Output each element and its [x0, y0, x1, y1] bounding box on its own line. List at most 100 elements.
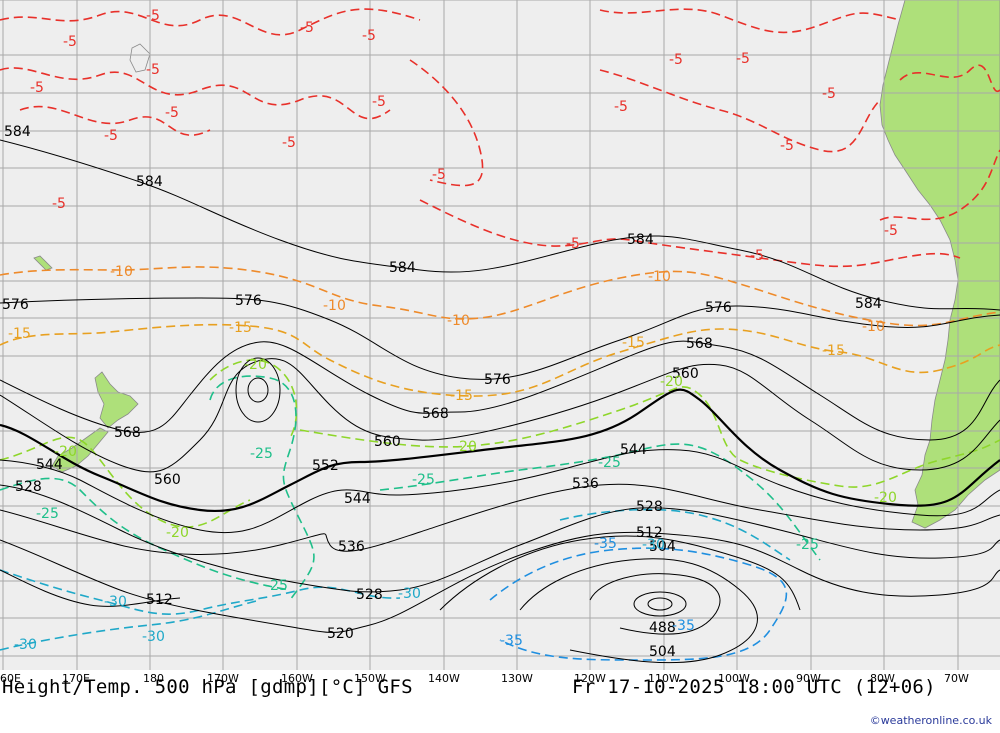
temp-label: -15	[622, 335, 645, 351]
temp-label: -20	[454, 439, 477, 455]
height-label: 584	[627, 232, 654, 248]
temp-label: -25	[598, 455, 621, 471]
temp-label: -5	[300, 20, 314, 36]
temp-label: -5	[432, 167, 446, 183]
temp-label: -5	[63, 34, 77, 50]
height-label: 584	[4, 124, 31, 140]
temp-label: -20	[874, 490, 897, 506]
temp-label: -10	[447, 313, 470, 329]
temp-label: -35	[594, 536, 617, 552]
height-label: 552	[312, 458, 339, 474]
height-label: 512	[146, 592, 173, 608]
credit-link[interactable]: ©weatheronline.co.uk	[869, 714, 992, 727]
height-label: 504	[649, 539, 676, 555]
contour-544	[0, 449, 1000, 534]
temp-minus5-contours	[0, 8, 1000, 268]
height-label: 584	[389, 260, 416, 276]
ocean-background	[0, 0, 1000, 670]
height-label: 568	[114, 425, 141, 441]
height-label: 568	[422, 406, 449, 422]
contour-504	[519, 558, 758, 664]
temp-label: -20	[166, 525, 189, 541]
longitude-label: 170E	[62, 672, 90, 685]
contour-488	[633, 591, 687, 617]
height-label: 584	[855, 296, 882, 312]
island-small	[129, 43, 151, 73]
height-label: 584	[136, 174, 163, 190]
height-label: 568	[686, 336, 713, 352]
temp-label: -5	[736, 51, 750, 67]
longitude-label: 180	[143, 672, 164, 685]
temp-label: -20	[660, 374, 683, 390]
temp-label: -5	[614, 99, 628, 115]
contour-536	[0, 483, 1000, 555]
temp-minus10-contours	[0, 266, 1000, 327]
temp-label: -15	[8, 326, 31, 342]
longitude-label: 110W	[648, 672, 680, 685]
temp-minus25-contours	[0, 375, 821, 601]
longitude-label: 90W	[796, 672, 821, 685]
temp-label: -10	[323, 298, 346, 314]
temp-minus15-contours	[0, 323, 1000, 397]
temp-label: -15	[229, 320, 252, 336]
contour-cutoff-low-inner	[247, 377, 269, 403]
height-label: 576	[235, 293, 262, 309]
temp-label: -25	[412, 472, 435, 488]
temp-label: -15	[450, 388, 473, 404]
height-label: 536	[572, 476, 599, 492]
map-title-right: Fr 17-10-2025 18:00 UTC (12+06)	[572, 676, 936, 698]
temp-label: -5	[669, 52, 683, 68]
longitude-label: 120W	[574, 672, 606, 685]
temp-label: -5	[362, 28, 376, 44]
height-contours	[0, 139, 1000, 664]
temp-label: -25	[265, 578, 288, 594]
height-label: 576	[484, 372, 511, 388]
longitude-label: 60E	[0, 672, 21, 685]
longitude-label: 130W	[501, 672, 533, 685]
longitude-label: 70W	[944, 672, 969, 685]
contour-512	[0, 535, 801, 611]
longitude-label: 80W	[870, 672, 895, 685]
temp-label: -5	[884, 223, 898, 239]
footer-bar	[0, 670, 1000, 733]
height-label: 488	[649, 620, 676, 636]
contour-496	[589, 573, 721, 635]
height-label: 528	[636, 499, 663, 515]
weather-map: 584 584 584 584 584 576 576 576 576 568 …	[0, 0, 1000, 670]
longitude-label: 150W	[354, 672, 386, 685]
temp-label: -20	[54, 444, 77, 460]
temp-label: -30	[104, 594, 127, 610]
map-title-left: Height/Temp. 500 hPa [gdmp][°C] GFS	[2, 676, 413, 698]
temp-label: -5	[566, 236, 580, 252]
height-label: 512	[636, 525, 663, 541]
temp-label: -5	[165, 105, 179, 121]
contour-552	[0, 388, 1000, 513]
height-label: 544	[344, 491, 371, 507]
temp-label: -5	[146, 62, 160, 78]
land-masses	[33, 0, 1000, 529]
height-label: 528	[356, 587, 383, 603]
height-label: 560	[154, 472, 181, 488]
temp-label: -15	[822, 343, 845, 359]
contour-568	[0, 340, 1000, 441]
temp-label: -5	[780, 138, 794, 154]
height-label: 560	[672, 366, 699, 382]
temp-label: -10	[110, 264, 133, 280]
longitude-label: 140W	[428, 672, 460, 685]
contour-520	[0, 531, 1000, 633]
height-label: 520	[327, 626, 354, 642]
temp-label: -10	[648, 269, 671, 285]
temp-label: -30	[642, 537, 665, 553]
temp-label: -5	[104, 128, 118, 144]
longitude-label: 100W	[718, 672, 750, 685]
temp-label: -20	[244, 357, 267, 373]
temp-minus30-contours	[0, 508, 791, 651]
temp-label: -35	[500, 633, 523, 649]
contour-560	[0, 358, 1000, 473]
height-label: 504	[649, 644, 676, 660]
temp-labels: -5 -5 -5 -5 -5 -5 -5 -5 -5 -5 -5 -5 -5 -…	[8, 8, 898, 653]
temp-label: -25	[250, 446, 273, 462]
south-america-land	[879, 0, 1000, 529]
temp-label: -5	[52, 196, 66, 212]
height-label: 576	[2, 297, 29, 313]
